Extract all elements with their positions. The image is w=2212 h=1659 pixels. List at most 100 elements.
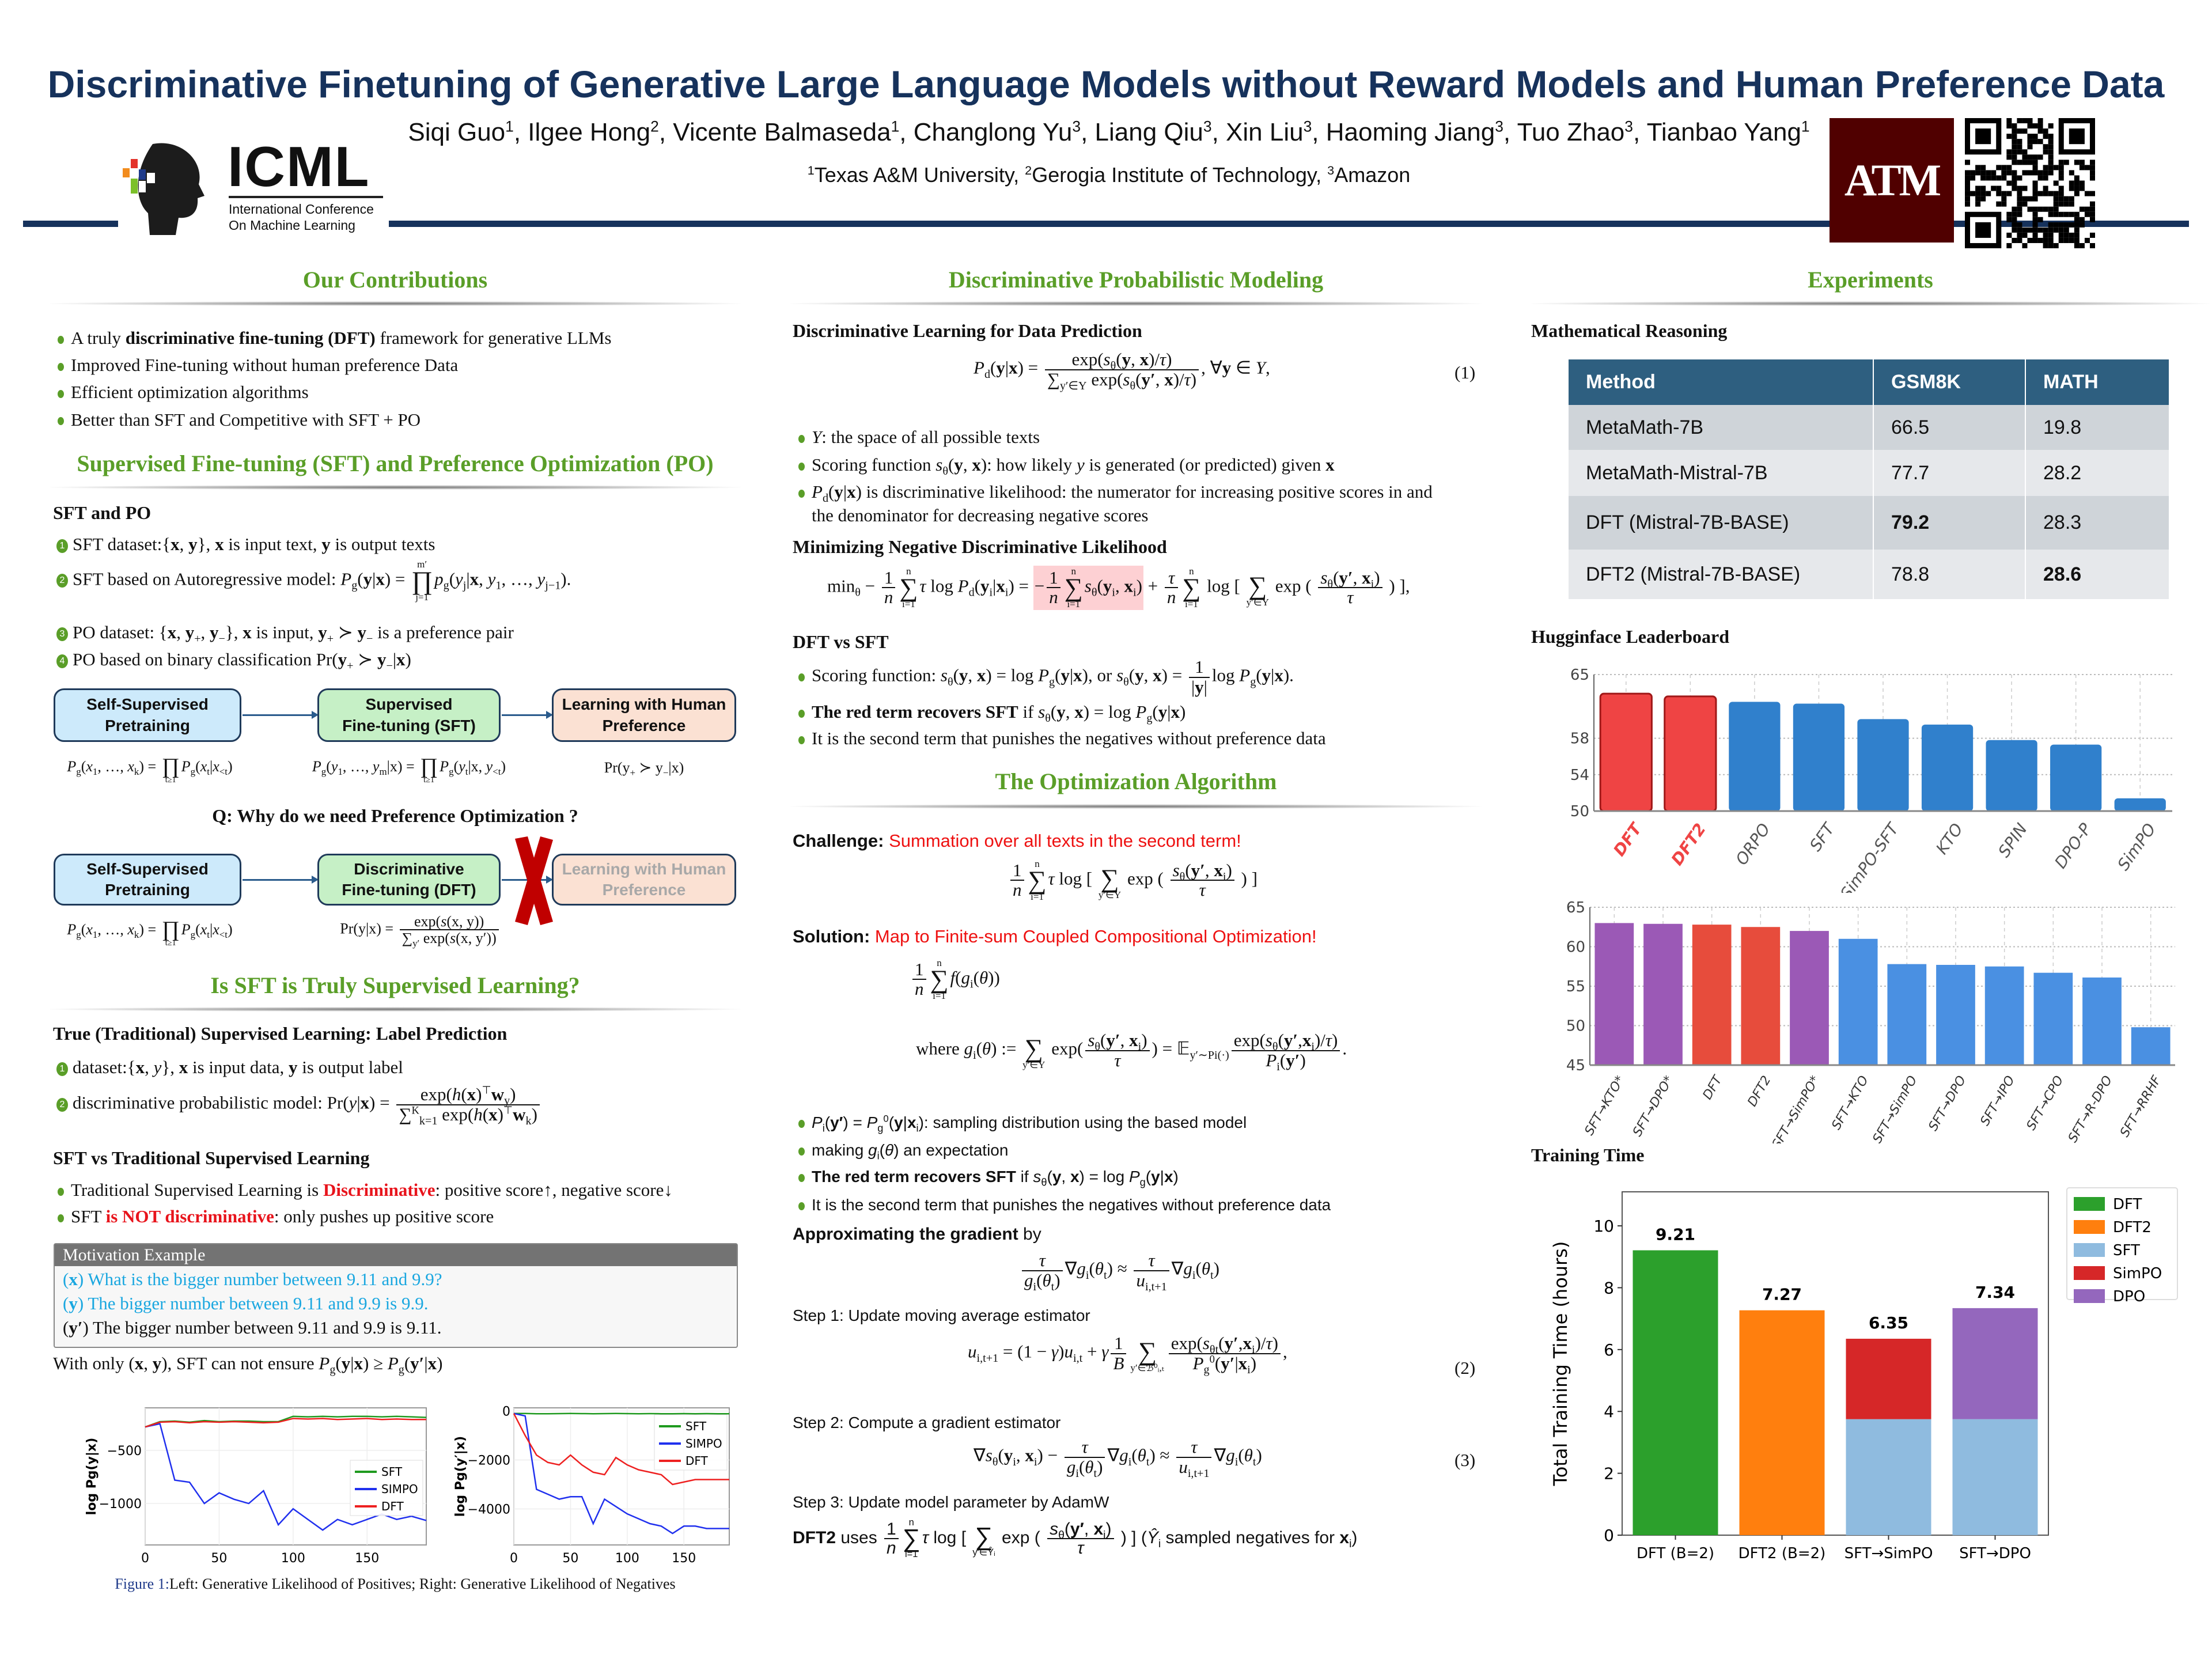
text-run: τ (1184, 369, 1191, 389)
text-run: γ (1051, 1341, 1059, 1362)
legend-swatch (2074, 1220, 2105, 1234)
red-cross-icon (515, 836, 553, 925)
text-run: d (822, 492, 829, 505)
y-tick-label: 45 (1566, 1057, 1585, 1074)
x-tick-label: SFT→CPO (2024, 1074, 2067, 1133)
bar (1857, 719, 1909, 811)
qr-module (1980, 175, 1986, 181)
text-run: x (1243, 1333, 1252, 1353)
qr-module (2043, 170, 2048, 176)
author-name: Tianbao Yang (1646, 118, 1801, 146)
text-run: : the space of all possible texts (821, 427, 1040, 447)
text-run: x (1070, 1168, 1080, 1185)
sft-po-item: 3 PO dataset: {x, y+, y−}, x is input, y+… (56, 622, 514, 645)
text-run: ∇ (974, 1445, 986, 1465)
text-run: P (181, 921, 191, 938)
training-time-chart: 0 2 4 6 8 10 Total Training Time (hours) 9.21 DF… (1550, 1187, 2178, 1562)
qr-module (2006, 123, 2012, 129)
text-run: x (1124, 575, 1133, 596)
column-header: MATH (2025, 359, 2170, 405)
motivation-line-y: (y) The bigger number between 9.11 and 9… (63, 1293, 429, 1314)
text-run: θ (1091, 586, 1097, 599)
lower-limit: y′∈ℬ⁰ᵢ,ₜ (1130, 1362, 1165, 1373)
qr-module (2027, 170, 2033, 176)
qr-module (2079, 160, 2085, 165)
qr-module (2074, 237, 2080, 243)
x-tick-label: DFT2 (1668, 820, 1710, 869)
text-run: + (347, 660, 354, 673)
affiliation-name: Amazon (1334, 163, 1411, 187)
text-run: g (329, 1363, 336, 1377)
text-run: ⊤ (482, 1084, 491, 1097)
qr-module (2032, 211, 2038, 217)
with-only-statement: With only (x, y), SFT can not ensure Pg(… (53, 1353, 442, 1377)
text-run: , (1205, 859, 1214, 880)
bar-total-label: 7.27 (1762, 1285, 1802, 1304)
bar-segment-simpo (1846, 1339, 1931, 1419)
x-tick-label: SFT (1806, 819, 1839, 855)
text-run: min (827, 575, 855, 596)
text-run: i (1370, 578, 1374, 591)
text-run: x (376, 569, 385, 589)
author-name: Xin Liu (1226, 118, 1304, 146)
qr-module (2017, 160, 2022, 165)
qr-module (2074, 243, 2080, 248)
text-run: ( (1097, 575, 1103, 596)
text-run: k (525, 1114, 532, 1127)
text-run: | (1191, 676, 1195, 697)
text-run: Discriminative (323, 1180, 435, 1200)
diagram-box-sft: Supervised Fine-tuning (SFT) (317, 688, 501, 742)
text-run: θ (1110, 359, 1116, 373)
denominator: τ (1047, 1539, 1113, 1558)
text-run: i (1192, 1268, 1196, 1282)
qr-code[interactable] (1965, 118, 2095, 248)
qr-module (1975, 170, 1981, 176)
table-row: DFT (Mistral-7B-BASE) 79.2 28.3 (1569, 496, 2170, 550)
text-run: x (213, 921, 219, 938)
text-run: y (1122, 349, 1131, 369)
text-run: , (1081, 118, 1095, 146)
x-tick-label: SFT→SimPO (1844, 1545, 1933, 1562)
y-tick-label: 65 (1566, 899, 1585, 916)
text-run: | (993, 575, 997, 596)
qr-module (2043, 175, 2048, 181)
text-run: u (1179, 1456, 1188, 1477)
equation-number: (1) (1455, 362, 1476, 382)
text-run: y (1158, 702, 1168, 722)
text-run: y′ (1141, 369, 1156, 389)
qr-module (2032, 206, 2038, 212)
text-run: | (209, 921, 213, 938)
text-run: exp( (414, 913, 441, 930)
qr-module (2079, 165, 2085, 171)
qr-module (2017, 227, 2022, 233)
text-run: y (69, 1293, 78, 1313)
text-run: <t (219, 766, 228, 778)
denominator: n (1010, 881, 1024, 900)
qr-module (2074, 191, 2080, 196)
contribution-item: Better than SFT and Competitive with SFT… (58, 409, 611, 430)
qr-module (2006, 211, 2012, 217)
text-run: (x, y)) (446, 913, 484, 930)
bar (1664, 695, 1717, 812)
x-tick-label: 0 (510, 1551, 518, 1566)
text-run: θ (855, 586, 861, 599)
text-run: P (1135, 702, 1147, 722)
bullet-icon (798, 434, 805, 443)
qr-module (2012, 149, 2017, 155)
experiments-heading: Experiments (1808, 267, 1933, 293)
qr-module (1970, 170, 1976, 176)
text-run: h (474, 1104, 483, 1124)
text-run: τ (1191, 1437, 1198, 1457)
denominator: gi(θt) (1022, 1271, 1063, 1293)
text-run: discriminative fine-tuning (DFT) (125, 328, 376, 348)
x-tick-label: 100 (281, 1551, 305, 1566)
equation-number: (2) (1455, 1358, 1476, 1378)
qr-module (2001, 196, 2007, 202)
lower-limit: y′∈Y (1246, 596, 1269, 608)
motivation-title: Motivation Example (55, 1244, 737, 1266)
denominator: τ (1085, 1051, 1149, 1070)
text-run: n (887, 1539, 896, 1558)
operator-symbol: ∏ (161, 753, 180, 778)
qr-module (2084, 237, 2090, 243)
qr-module (2069, 170, 2074, 176)
